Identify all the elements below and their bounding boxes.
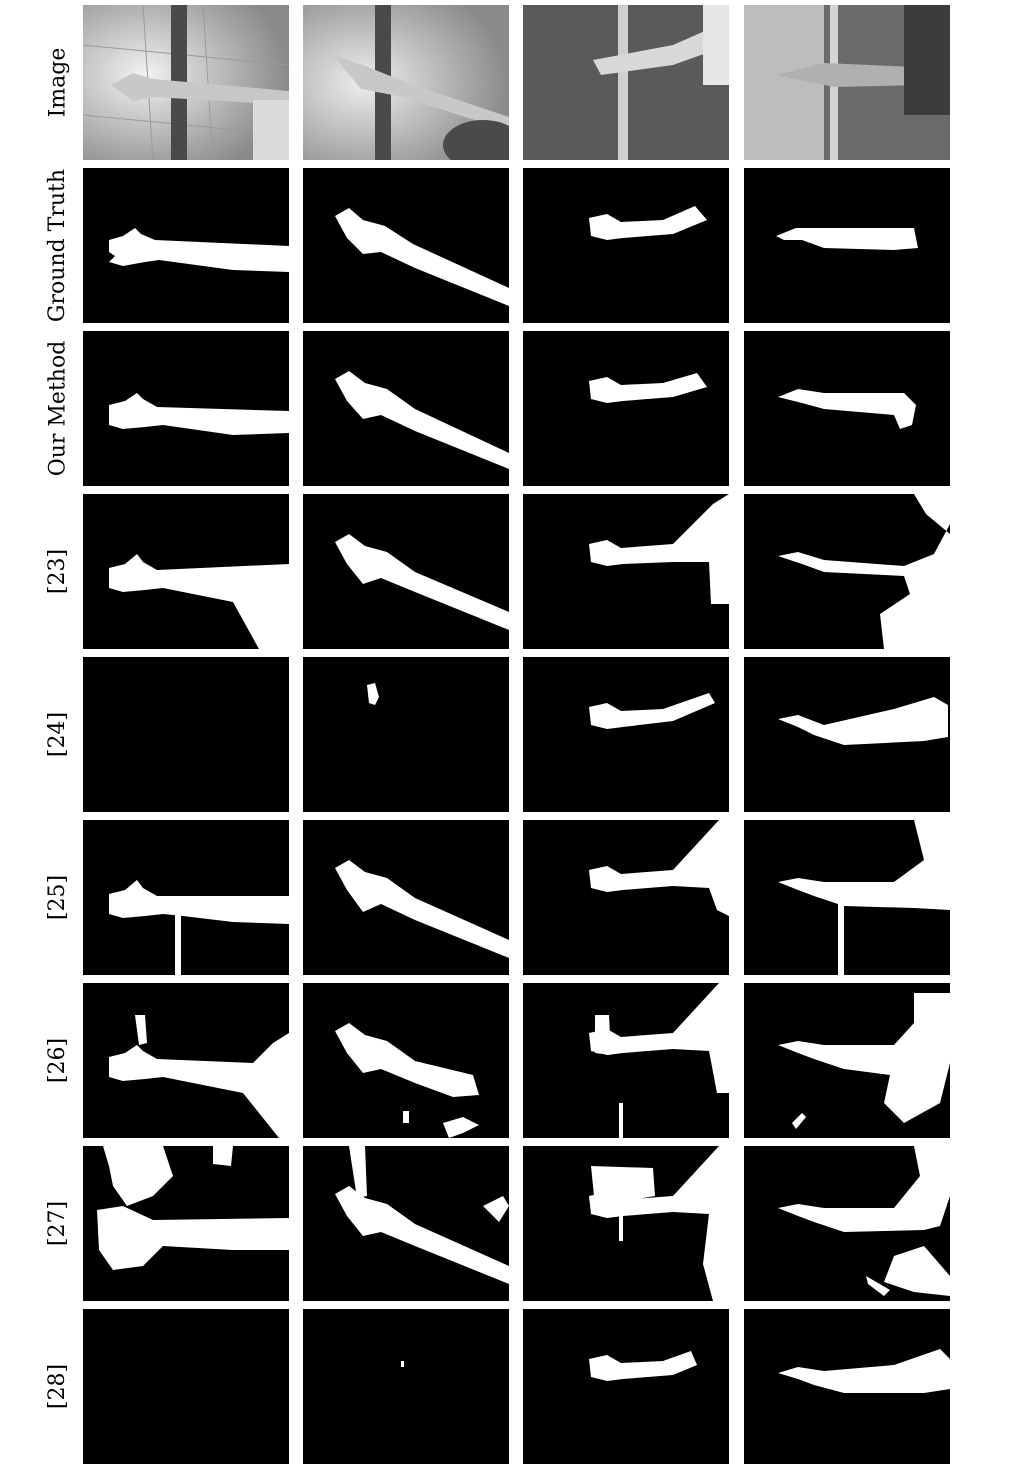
- ref-26-mask: [303, 983, 509, 1138]
- row-label-text: [28]: [45, 1363, 71, 1410]
- row-label-text: Our Method: [45, 340, 71, 477]
- row-label-ref-28: [28]: [36, 1309, 80, 1464]
- row-label-text: Ground Truth: [45, 168, 71, 323]
- ref-27-mask: [83, 1146, 289, 1301]
- row-label-ground-truth: Ground Truth: [36, 168, 80, 323]
- ref-23-mask: [303, 494, 509, 649]
- our-method-mask: [523, 331, 729, 486]
- row-label-text: Image: [45, 47, 71, 118]
- ref-23-mask: [83, 494, 289, 649]
- ref-23-mask: [744, 494, 950, 649]
- image-photo: [523, 5, 729, 160]
- ref-24-mask: [523, 657, 729, 812]
- row-label-text: [25]: [45, 874, 71, 921]
- ref-27-mask: [744, 1146, 950, 1301]
- row-label-text: [26]: [45, 1037, 71, 1084]
- row-label-text: [23]: [45, 548, 71, 595]
- image-photo: [744, 5, 950, 160]
- ref-24-mask: [83, 657, 289, 812]
- ref-26-mask: [523, 983, 729, 1138]
- ground-truth-mask: [83, 168, 289, 323]
- ref-25-mask: [303, 820, 509, 975]
- row-label-our-method: Our Method: [36, 331, 80, 486]
- ref-28-mask: [523, 1309, 729, 1464]
- ref-27-mask: [523, 1146, 729, 1301]
- ground-truth-mask: [744, 168, 950, 323]
- image-photo: [83, 5, 289, 160]
- row-label-image: Image: [36, 5, 80, 160]
- row-label-ref-26: [26]: [36, 983, 80, 1138]
- row-label-ref-24: [24]: [36, 657, 80, 812]
- row-label-ref-27: [27]: [36, 1146, 80, 1301]
- ref-28-mask: [83, 1309, 289, 1464]
- ref-24-mask: [303, 657, 509, 812]
- ref-28-mask: [303, 1309, 509, 1464]
- our-method-mask: [744, 331, 950, 486]
- ref-25-mask: [744, 820, 950, 975]
- row-label-ref-23: [23]: [36, 494, 80, 649]
- ref-24-mask: [744, 657, 950, 812]
- ref-27-mask: [303, 1146, 509, 1301]
- ref-26-mask: [83, 983, 289, 1138]
- ref-25-mask: [83, 820, 289, 975]
- ground-truth-mask: [303, 168, 509, 323]
- row-label-text: [24]: [45, 711, 71, 758]
- row-label-ref-25: [25]: [36, 820, 80, 975]
- our-method-mask: [83, 331, 289, 486]
- ground-truth-mask: [523, 168, 729, 323]
- our-method-mask: [303, 331, 509, 486]
- ref-28-mask: [744, 1309, 950, 1464]
- ref-26-mask: [744, 983, 950, 1138]
- row-label-text: [27]: [45, 1200, 71, 1247]
- image-photo: [303, 5, 509, 160]
- ref-23-mask: [523, 494, 729, 649]
- ref-25-mask: [523, 820, 729, 975]
